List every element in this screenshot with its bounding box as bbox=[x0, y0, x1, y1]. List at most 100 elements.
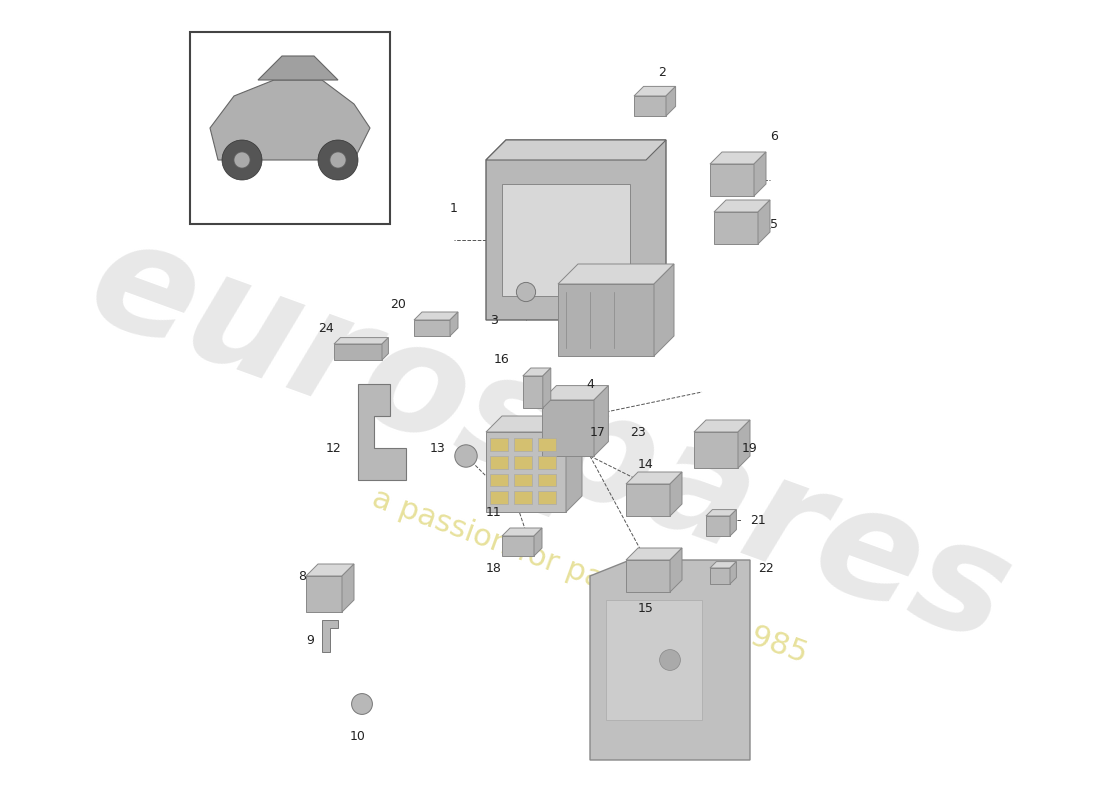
Polygon shape bbox=[590, 560, 750, 760]
Bar bbox=[490, 491, 507, 504]
Polygon shape bbox=[210, 80, 370, 160]
Bar bbox=[190, 32, 390, 224]
Text: eurospares: eurospares bbox=[70, 205, 1030, 675]
Text: 13: 13 bbox=[430, 442, 446, 454]
Text: 9: 9 bbox=[306, 634, 313, 646]
Polygon shape bbox=[710, 152, 766, 164]
Polygon shape bbox=[670, 548, 682, 592]
Polygon shape bbox=[706, 516, 730, 536]
Text: 18: 18 bbox=[486, 562, 502, 574]
Polygon shape bbox=[358, 384, 406, 480]
Polygon shape bbox=[626, 548, 682, 560]
Bar bbox=[538, 438, 556, 451]
Circle shape bbox=[330, 152, 346, 168]
Text: 2: 2 bbox=[658, 66, 666, 78]
Circle shape bbox=[318, 140, 358, 180]
Polygon shape bbox=[626, 484, 670, 516]
Polygon shape bbox=[542, 368, 551, 408]
Text: 8: 8 bbox=[298, 570, 306, 582]
Polygon shape bbox=[542, 386, 608, 400]
Polygon shape bbox=[414, 320, 450, 336]
Bar bbox=[502, 184, 630, 296]
Circle shape bbox=[454, 445, 477, 467]
Text: 10: 10 bbox=[350, 730, 366, 742]
Bar bbox=[538, 474, 556, 486]
Polygon shape bbox=[486, 140, 666, 320]
Polygon shape bbox=[502, 536, 534, 556]
Polygon shape bbox=[334, 338, 388, 344]
Polygon shape bbox=[710, 562, 736, 568]
Polygon shape bbox=[486, 432, 566, 512]
Polygon shape bbox=[542, 400, 594, 456]
Text: 11: 11 bbox=[486, 506, 502, 518]
Text: 17: 17 bbox=[590, 426, 606, 438]
Polygon shape bbox=[758, 200, 770, 244]
Text: 14: 14 bbox=[638, 458, 653, 470]
Polygon shape bbox=[558, 284, 654, 356]
Polygon shape bbox=[522, 368, 551, 376]
Polygon shape bbox=[502, 528, 542, 536]
Text: 3: 3 bbox=[491, 314, 498, 326]
Polygon shape bbox=[694, 420, 750, 432]
Text: 19: 19 bbox=[742, 442, 758, 454]
Polygon shape bbox=[486, 416, 582, 432]
Text: 4: 4 bbox=[586, 378, 594, 390]
Text: 6: 6 bbox=[770, 130, 778, 142]
Text: 21: 21 bbox=[750, 514, 766, 526]
Circle shape bbox=[234, 152, 250, 168]
Polygon shape bbox=[306, 576, 342, 612]
Text: 20: 20 bbox=[390, 298, 406, 310]
Polygon shape bbox=[414, 312, 458, 320]
Bar bbox=[490, 456, 507, 469]
Bar bbox=[514, 456, 531, 469]
Polygon shape bbox=[670, 472, 682, 516]
Text: 15: 15 bbox=[638, 602, 653, 614]
Polygon shape bbox=[730, 562, 736, 584]
Text: a passion for parts since 1985: a passion for parts since 1985 bbox=[368, 483, 812, 669]
Polygon shape bbox=[626, 560, 670, 592]
Text: 12: 12 bbox=[326, 442, 342, 454]
Bar bbox=[514, 491, 531, 504]
Polygon shape bbox=[334, 344, 382, 360]
Bar bbox=[514, 438, 531, 451]
Polygon shape bbox=[738, 420, 750, 468]
Text: 16: 16 bbox=[494, 354, 510, 366]
Bar bbox=[490, 438, 507, 451]
Circle shape bbox=[516, 282, 536, 302]
Polygon shape bbox=[634, 96, 665, 116]
Polygon shape bbox=[558, 264, 674, 284]
Text: 23: 23 bbox=[630, 426, 646, 438]
Polygon shape bbox=[258, 56, 338, 80]
Text: 22: 22 bbox=[758, 562, 774, 574]
Text: 5: 5 bbox=[770, 218, 778, 230]
Polygon shape bbox=[654, 264, 674, 356]
Polygon shape bbox=[534, 528, 542, 556]
Polygon shape bbox=[342, 564, 354, 612]
Circle shape bbox=[352, 694, 373, 714]
Text: 1: 1 bbox=[450, 202, 458, 214]
Bar bbox=[514, 474, 531, 486]
Polygon shape bbox=[714, 200, 770, 212]
Polygon shape bbox=[710, 164, 754, 196]
Text: 24: 24 bbox=[318, 322, 334, 334]
Polygon shape bbox=[322, 620, 338, 652]
Polygon shape bbox=[306, 564, 354, 576]
Polygon shape bbox=[450, 312, 458, 336]
Polygon shape bbox=[382, 338, 388, 360]
Polygon shape bbox=[566, 416, 582, 512]
Polygon shape bbox=[730, 510, 736, 536]
Bar bbox=[538, 456, 556, 469]
Polygon shape bbox=[754, 152, 766, 196]
Circle shape bbox=[660, 650, 681, 670]
Bar bbox=[538, 491, 556, 504]
Polygon shape bbox=[714, 212, 758, 244]
Polygon shape bbox=[626, 472, 682, 484]
Polygon shape bbox=[634, 86, 675, 96]
Polygon shape bbox=[694, 432, 738, 468]
Bar bbox=[490, 474, 507, 486]
Polygon shape bbox=[522, 376, 542, 408]
Polygon shape bbox=[666, 86, 675, 116]
Circle shape bbox=[222, 140, 262, 180]
Polygon shape bbox=[710, 568, 730, 584]
Bar bbox=[606, 600, 702, 720]
